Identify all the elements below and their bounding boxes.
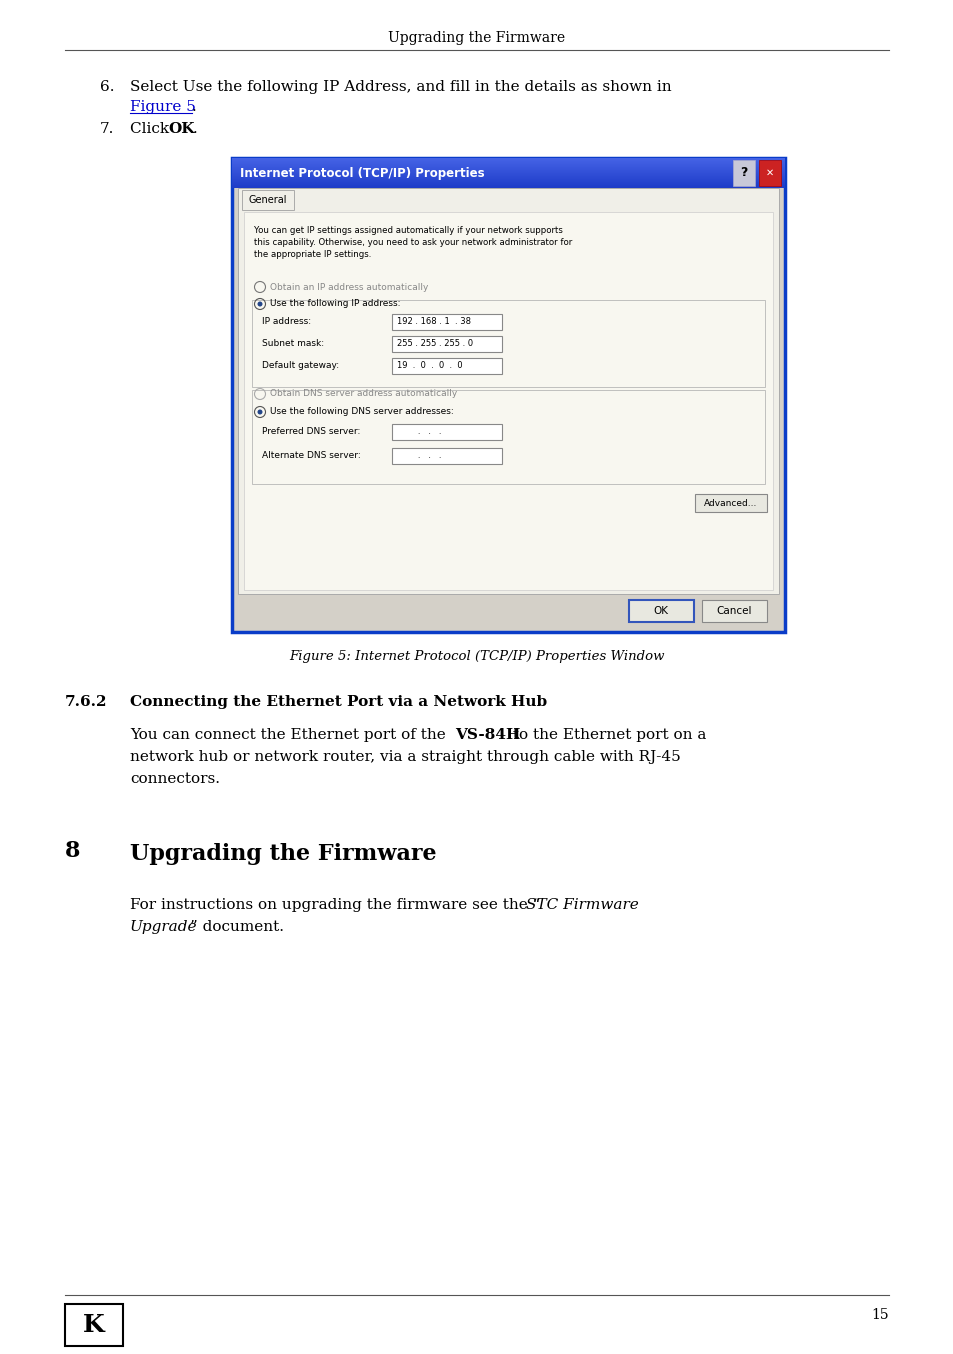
Circle shape [257,302,262,306]
Text: to the Ethernet port on a: to the Ethernet port on a [507,728,705,742]
FancyBboxPatch shape [759,160,781,185]
Text: 6.: 6. [100,80,114,93]
Text: VS-84H: VS-84H [455,728,519,742]
Text: Upgrade: Upgrade [130,919,197,934]
Text: Figure 5: Figure 5 [130,100,195,114]
FancyBboxPatch shape [244,213,772,590]
Text: IP address:: IP address: [262,317,311,326]
Text: 15: 15 [870,1308,888,1322]
Text: 255 . 255 . 255 . 0: 255 . 255 . 255 . 0 [396,340,473,348]
Text: .   .   .: . . . [410,428,441,436]
Text: network hub or network router, via a straight through cable with RJ-45: network hub or network router, via a str… [130,750,680,764]
Text: Cancel: Cancel [716,607,751,616]
Text: General: General [249,195,287,204]
FancyBboxPatch shape [237,188,779,594]
FancyBboxPatch shape [242,190,294,210]
Circle shape [257,409,262,414]
Text: STC Firmware: STC Firmware [525,898,639,913]
Text: ” document.: ” document. [190,919,284,934]
Text: For instructions on upgrading the firmware see the “: For instructions on upgrading the firmwa… [130,898,539,913]
Text: Use the following IP address:: Use the following IP address: [270,299,400,309]
Text: OK: OK [168,122,194,135]
Text: You can get IP settings assigned automatically if your network supports
this cap: You can get IP settings assigned automat… [253,226,572,259]
Text: K: K [83,1313,105,1336]
Text: .: . [193,122,197,135]
Text: Connecting the Ethernet Port via a Network Hub: Connecting the Ethernet Port via a Netwo… [130,695,547,709]
FancyBboxPatch shape [252,390,764,483]
FancyBboxPatch shape [392,424,501,440]
Text: OK: OK [653,607,668,616]
Text: 8: 8 [65,839,80,862]
Text: Obtain DNS server address automatically: Obtain DNS server address automatically [270,390,456,398]
Text: Click: Click [130,122,173,135]
Text: Obtain an IP address automatically: Obtain an IP address automatically [270,283,428,291]
Text: Preferred DNS server:: Preferred DNS server: [262,428,360,436]
FancyBboxPatch shape [392,314,501,330]
FancyBboxPatch shape [252,301,764,387]
Text: connectors.: connectors. [130,772,220,787]
FancyBboxPatch shape [232,158,784,632]
Text: Subnet mask:: Subnet mask: [262,340,324,348]
Text: 7.6.2: 7.6.2 [65,695,108,709]
FancyBboxPatch shape [65,1304,123,1346]
Text: Upgrading the Firmware: Upgrading the Firmware [130,844,436,865]
Text: ?: ? [740,167,747,180]
Text: 192 . 168 . 1  . 38: 192 . 168 . 1 . 38 [396,317,471,326]
Text: Default gateway:: Default gateway: [262,362,338,371]
Text: .   .   .: . . . [410,451,441,460]
FancyBboxPatch shape [392,357,501,374]
Text: 19  .  0  .  0  .  0: 19 . 0 . 0 . 0 [396,362,462,371]
Text: Select Use the following IP Address, and fill in the details as shown in: Select Use the following IP Address, and… [130,80,671,93]
FancyBboxPatch shape [732,160,754,185]
Text: Alternate DNS server:: Alternate DNS server: [262,451,360,460]
FancyBboxPatch shape [701,600,766,621]
Text: You can connect the Ethernet port of the: You can connect the Ethernet port of the [130,728,450,742]
FancyBboxPatch shape [695,494,766,512]
Text: 7.: 7. [100,122,114,135]
FancyBboxPatch shape [628,600,693,621]
Text: .: . [192,100,196,114]
Text: Internet Protocol (TCP/IP) Properties: Internet Protocol (TCP/IP) Properties [240,167,484,180]
FancyBboxPatch shape [392,336,501,352]
Text: Figure 5: Internet Protocol (TCP/IP) Properties Window: Figure 5: Internet Protocol (TCP/IP) Pro… [289,650,664,663]
FancyBboxPatch shape [392,448,501,464]
Text: ✕: ✕ [765,168,773,177]
Text: Use the following DNS server addresses:: Use the following DNS server addresses: [270,408,454,417]
Text: Advanced...: Advanced... [703,498,757,508]
Text: Upgrading the Firmware: Upgrading the Firmware [388,31,565,45]
